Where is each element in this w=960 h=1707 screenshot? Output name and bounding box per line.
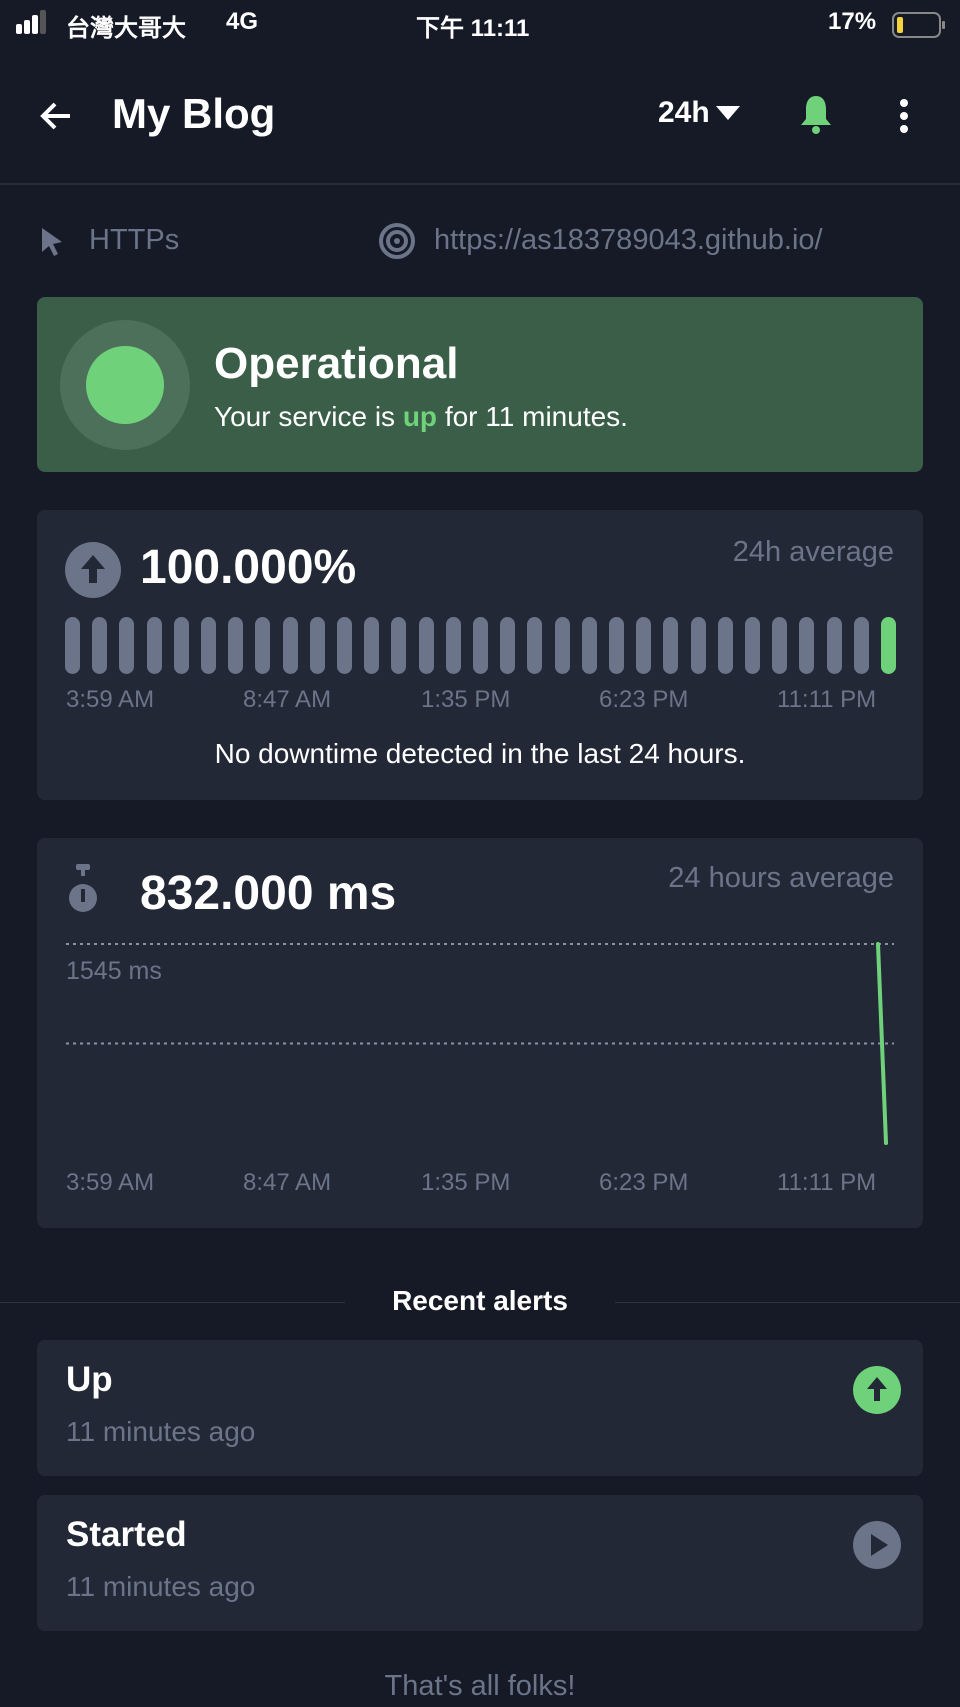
uptime-bar[interactable] bbox=[364, 617, 380, 674]
x-tick-label: 6:23 PM bbox=[599, 686, 689, 713]
max-label: 1545 ms bbox=[66, 957, 162, 985]
uptime-bar[interactable] bbox=[527, 617, 543, 674]
x-tick-label: 3:59 AM bbox=[66, 1169, 155, 1196]
alert-item[interactable]: Up 11 minutes ago bbox=[37, 1340, 923, 1476]
alert-time: 11 minutes ago bbox=[66, 1571, 256, 1602]
more-vertical-icon bbox=[900, 99, 908, 133]
x-tick-label: 1:35 PM bbox=[421, 686, 511, 713]
response-label: 24 hours average bbox=[668, 862, 894, 894]
uptime-label: 24h average bbox=[732, 536, 894, 568]
uptime-bar[interactable] bbox=[826, 617, 842, 674]
arrow-up-circle-icon bbox=[65, 542, 121, 603]
alert-title: Up bbox=[66, 1360, 113, 1399]
response-line bbox=[876, 942, 888, 1145]
list-footer: That's all folks! bbox=[384, 1670, 576, 1702]
x-tick-label: 6:23 PM bbox=[599, 1169, 689, 1196]
clock: 下午 11:11 bbox=[416, 15, 530, 42]
uptime-bar[interactable] bbox=[119, 617, 135, 674]
battery-percent: 17% bbox=[828, 8, 877, 35]
stopwatch-icon bbox=[68, 864, 98, 925]
arrow-up-circle-icon bbox=[853, 1366, 901, 1414]
uptime-bar[interactable] bbox=[418, 617, 434, 674]
uptime-bar[interactable] bbox=[146, 617, 162, 674]
uptime-bar[interactable] bbox=[581, 617, 597, 674]
status-title: Operational bbox=[214, 339, 459, 388]
response-time-card bbox=[37, 838, 923, 1228]
x-tick-label: 3:59 AM bbox=[66, 686, 155, 713]
uptime-bar[interactable] bbox=[609, 617, 624, 674]
uptime-bar[interactable] bbox=[663, 617, 679, 674]
status-indicator bbox=[60, 320, 190, 450]
x-tick-label: 11:11 PM bbox=[777, 1169, 877, 1196]
uptime-bar[interactable] bbox=[201, 617, 216, 674]
uptime-bar[interactable] bbox=[255, 617, 271, 674]
more-button[interactable] bbox=[894, 98, 914, 139]
uptime-bar[interactable] bbox=[445, 617, 461, 674]
uptime-value: 100.000% bbox=[140, 541, 357, 594]
response-value: 832.000 ms bbox=[140, 867, 397, 920]
uptime-bar[interactable] bbox=[799, 617, 815, 674]
back-button[interactable] bbox=[38, 98, 74, 139]
uptime-bar[interactable] bbox=[636, 617, 652, 674]
target-icon bbox=[378, 222, 416, 265]
status-card: Operational Your service is up for 11 mi… bbox=[37, 297, 923, 472]
uptime-bar[interactable] bbox=[473, 617, 488, 674]
page-title: My Blog bbox=[112, 90, 276, 137]
monitor-url[interactable]: https://as183789043.github.io/ bbox=[434, 224, 823, 256]
signal-icon bbox=[16, 10, 46, 44]
x-tick-label: 8:47 AM bbox=[243, 1169, 332, 1196]
uptime-bar[interactable] bbox=[65, 617, 80, 674]
uptime-bar[interactable] bbox=[282, 617, 298, 674]
alert-item[interactable]: Started 11 minutes ago bbox=[37, 1495, 923, 1631]
uptime-bar[interactable] bbox=[717, 617, 733, 674]
uptime-bar[interactable] bbox=[173, 617, 189, 674]
monitor-type: HTTPs bbox=[89, 224, 180, 256]
uptime-bar[interactable] bbox=[500, 617, 516, 674]
uptime-bar[interactable] bbox=[337, 617, 352, 674]
response-chart bbox=[66, 942, 894, 1145]
uptime-message: No downtime detected in the last 24 hour… bbox=[214, 738, 746, 769]
battery-icon bbox=[892, 12, 946, 43]
play-circle-icon bbox=[853, 1521, 901, 1569]
uptime-bar[interactable] bbox=[745, 617, 760, 674]
carrier: 台灣大哥大 bbox=[66, 15, 186, 42]
network: 4G bbox=[226, 8, 259, 35]
uptime-bar[interactable] bbox=[554, 617, 570, 674]
alerts-heading: Recent alerts bbox=[392, 1285, 568, 1316]
uptime-bar[interactable] bbox=[772, 617, 788, 674]
uptime-bar[interactable] bbox=[881, 617, 896, 674]
arrow-left-icon bbox=[40, 102, 70, 130]
cursor-icon bbox=[40, 226, 66, 261]
uptime-bar[interactable] bbox=[228, 617, 244, 674]
uptime-bar[interactable] bbox=[309, 617, 325, 674]
period-label: 24h bbox=[658, 96, 710, 129]
uptime-bar[interactable] bbox=[92, 617, 108, 674]
uptime-bar[interactable] bbox=[391, 617, 407, 674]
x-tick-label: 1:35 PM bbox=[421, 1169, 511, 1196]
notifications-button[interactable] bbox=[798, 94, 834, 141]
caret-down-icon bbox=[715, 106, 740, 120]
alert-title: Started bbox=[66, 1515, 187, 1554]
x-tick-label: 8:47 AM bbox=[243, 686, 332, 713]
x-tick-label: 11:11 PM bbox=[777, 686, 877, 713]
bell-icon bbox=[801, 96, 831, 134]
status-text: Your service is up for 11 minutes. bbox=[214, 401, 628, 432]
period-selector[interactable]: 24h bbox=[658, 96, 740, 130]
uptime-bar[interactable] bbox=[690, 617, 706, 674]
header-divider bbox=[0, 183, 960, 185]
divider-left bbox=[0, 1302, 345, 1303]
alert-time: 11 minutes ago bbox=[66, 1416, 256, 1447]
uptime-bar[interactable] bbox=[853, 617, 869, 674]
divider-right bbox=[615, 1302, 960, 1303]
